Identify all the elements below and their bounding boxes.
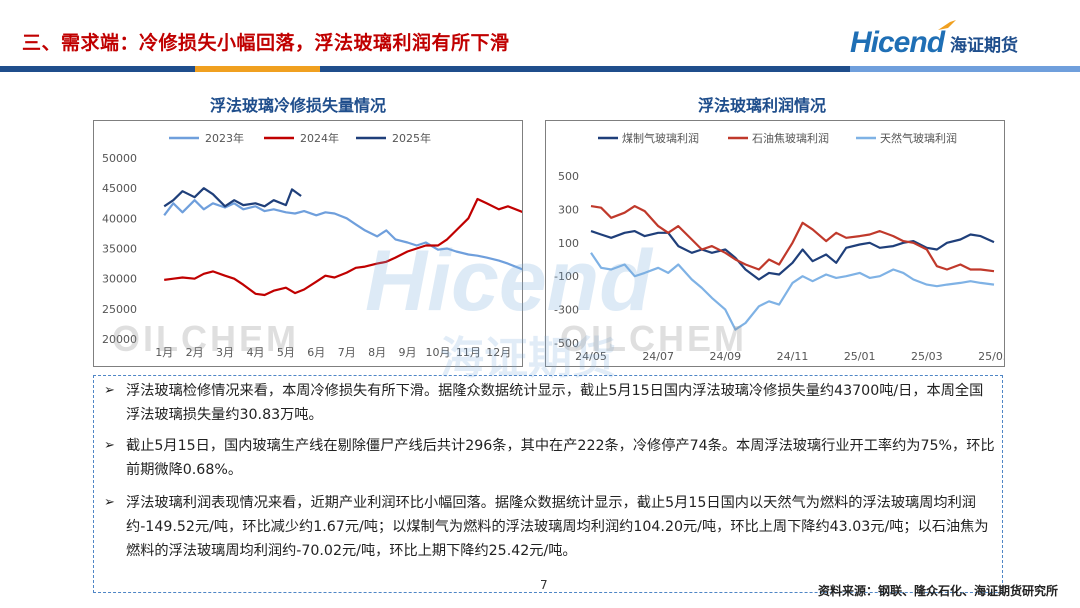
x-tick-label: 25/01 <box>844 350 876 363</box>
y-tick-label: 500 <box>558 170 579 183</box>
x-tick-label: 12月 <box>486 346 511 359</box>
page-title: 三、需求端：冷修损失小幅回落，浮法玻璃利润有所下滑 <box>22 32 510 54</box>
series-line-煤制气玻璃利润 <box>590 229 995 281</box>
legend-label: 2023年 <box>205 131 244 145</box>
bullet-text: 浮法玻璃检修情况来看，本周冷修损失有所下滑。据隆众数据统计显示，截止5月15日国… <box>126 383 984 423</box>
source-note: 资料来源：钢联、隆众石化、海证期货研究所 <box>817 584 1058 598</box>
x-tick-label: 24/11 <box>777 350 809 363</box>
chart1-svg: 50000 45000 40000 35000 30000 25000 20000 1月 2月 3… <box>102 131 524 359</box>
chart1-panel: 50000 45000 40000 35000 30000 25000 20000 1月 2月 3… <box>93 120 524 367</box>
chart1-title: 浮法玻璃冷修损失量情况 <box>210 96 387 115</box>
arrow-bullet-icon: ➢ <box>104 495 115 510</box>
logo-text: Hicend <box>850 26 945 59</box>
chart2-panel: 500 300 100 -100 -300 -500 24/05 24/07 24/09 24/1… <box>545 120 1010 367</box>
legend-label: 2024年 <box>300 131 339 145</box>
summary-box: ➢ 浮法玻璃检修情况来看，本周冷修损失有所下滑。据隆众数据统计显示，截止5月15… <box>93 375 1003 593</box>
series-line-2024年 <box>164 197 524 297</box>
x-tick-label: 25/03 <box>911 350 943 363</box>
x-tick-label: 8月 <box>368 346 386 359</box>
x-tick-label: 10月 <box>425 346 450 359</box>
x-tick-label: 9月 <box>399 346 417 359</box>
x-tick-label: 1月 <box>155 346 173 359</box>
company-logo: Hicend 海证期货 <box>850 20 1019 60</box>
arrow-bullet-icon: ➢ <box>104 383 115 398</box>
y-tick-label: 30000 <box>102 273 137 286</box>
y-tick-label: -300 <box>554 304 579 317</box>
series-line-2023年 <box>163 199 524 271</box>
legend-label: 煤制气玻璃利润 <box>622 131 699 145</box>
legend-label: 2025年 <box>392 131 431 145</box>
x-tick-label: 25/05 <box>978 350 1004 363</box>
y-tick-label: 40000 <box>102 212 137 225</box>
x-tick-label: 4月 <box>246 346 264 359</box>
y-tick-label: 100 <box>558 237 579 250</box>
x-tick-label: 6月 <box>307 346 325 359</box>
logo-swoosh-icon <box>938 20 956 30</box>
x-tick-label: 24/07 <box>642 350 674 363</box>
series-line-石油焦玻璃利润 <box>590 204 995 273</box>
x-tick-label: 5月 <box>277 346 295 359</box>
logo-chinese-name: 海证期货 <box>950 35 1019 56</box>
y-tick-label: 300 <box>558 203 579 216</box>
x-tick-label: 2月 <box>186 346 204 359</box>
bullet-text: 截止5月15日，国内玻璃生产线在剔除僵尸产线后共计296条，其中在产222条，冷… <box>126 438 995 478</box>
bullet-text: 浮法玻璃利润表现情况来看，近期产业利润环比小幅回落。据隆众数据统计显示，截止5月… <box>126 495 989 559</box>
y-tick-label: 50000 <box>102 152 137 165</box>
y-tick-label: -100 <box>554 270 579 283</box>
chart2-title: 浮法玻璃利润情况 <box>698 96 827 115</box>
bullet-item: ➢ 浮法玻璃检修情况来看，本周冷修损失有所下滑。据隆众数据统计显示，截止5月15… <box>104 379 996 427</box>
legend-label: 天然气玻璃利润 <box>880 131 957 145</box>
y-tick-label: 25000 <box>102 303 137 316</box>
x-tick-label: 24/09 <box>709 350 741 363</box>
arrow-bullet-icon: ➢ <box>104 438 115 453</box>
y-tick-label: -500 <box>554 337 579 350</box>
bullet-item: ➢ 截止5月15日，国内玻璃生产线在剔除僵尸产线后共计296条，其中在产222条… <box>104 434 996 482</box>
y-tick-label: 20000 <box>102 333 137 346</box>
y-tick-label: 35000 <box>102 243 137 256</box>
x-tick-label: 7月 <box>338 346 356 359</box>
legend-label: 石油焦玻璃利润 <box>752 131 829 145</box>
page-number: 7 <box>540 578 548 592</box>
x-tick-label: 3月 <box>216 346 234 359</box>
series-line-天然气玻璃利润 <box>590 252 995 331</box>
bullet-item: ➢ 浮法玻璃利润表现情况来看，近期产业利润环比小幅回落。据隆众数据统计显示，截止… <box>104 491 996 563</box>
y-tick-label: 45000 <box>102 182 137 195</box>
x-tick-label: 11月 <box>456 346 481 359</box>
series-line-2025年 <box>163 187 302 208</box>
x-tick-label: 24/05 <box>575 350 607 363</box>
